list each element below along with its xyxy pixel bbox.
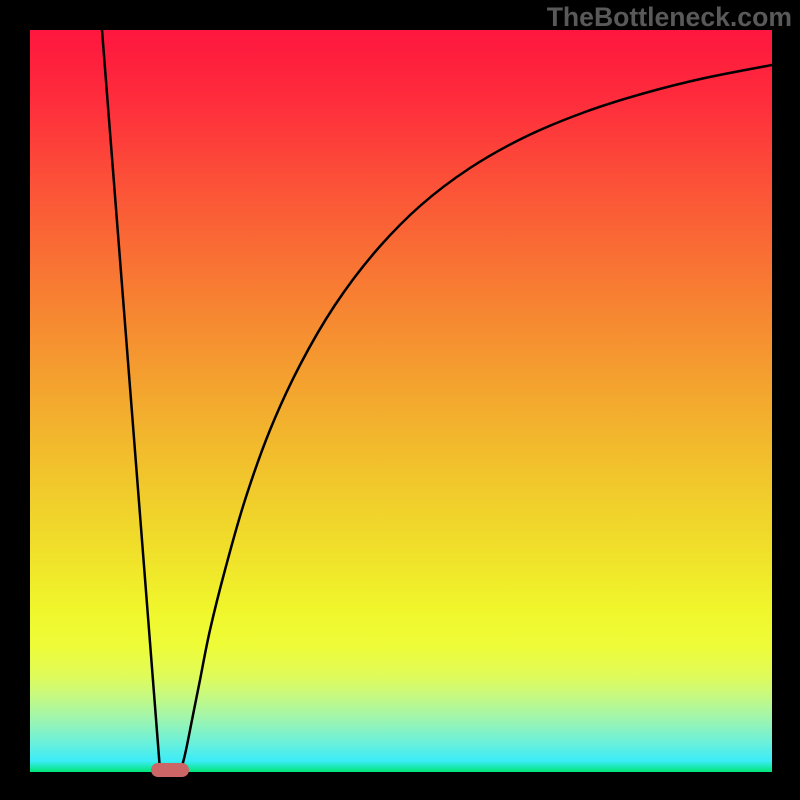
chart-container: TheBottleneck.com <box>0 0 800 800</box>
curve-line <box>30 30 772 772</box>
plot-area <box>30 30 772 772</box>
watermark-text: TheBottleneck.com <box>547 2 792 33</box>
minimum-marker <box>151 763 189 777</box>
